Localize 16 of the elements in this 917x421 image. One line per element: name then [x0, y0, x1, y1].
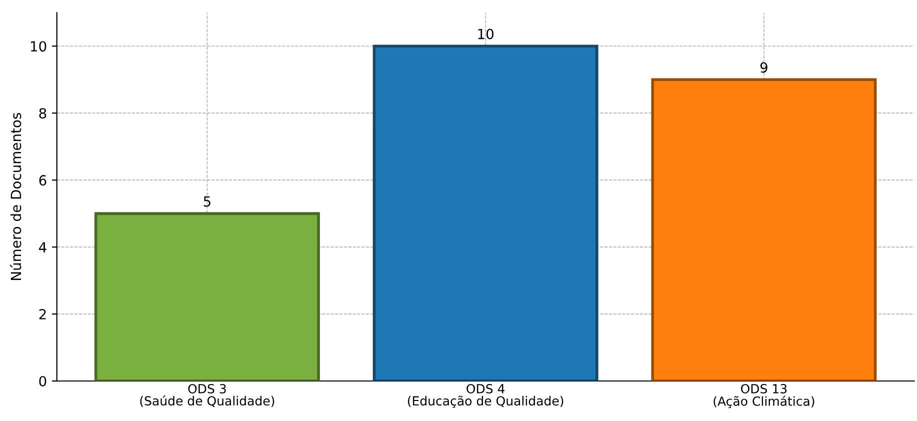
x-tick-label: ODS 4 (Educação de Qualidade) [408, 384, 564, 408]
y-tick-label: 8 [39, 108, 46, 119]
x-tick-label: ODS 3 (Saúde de Qualidade) [140, 384, 274, 408]
y-tick-label: 4 [38, 242, 46, 252]
bar [94, 212, 320, 382]
y-tick-label: 2 [39, 308, 46, 320]
data-label: 5 [204, 196, 210, 207]
y-tick-label: 0 [39, 376, 46, 386]
data-label: 9 [760, 62, 768, 73]
data-label: 10 [478, 28, 494, 40]
y-axis-title: Número de Documentos [10, 112, 22, 280]
bar [372, 44, 598, 382]
y-tick-label: 6 [39, 175, 46, 186]
y-tick-label: 10 [30, 41, 46, 52]
bar [651, 78, 877, 382]
x-tick-label: ODS 13 (Ação Climática) [714, 384, 814, 408]
